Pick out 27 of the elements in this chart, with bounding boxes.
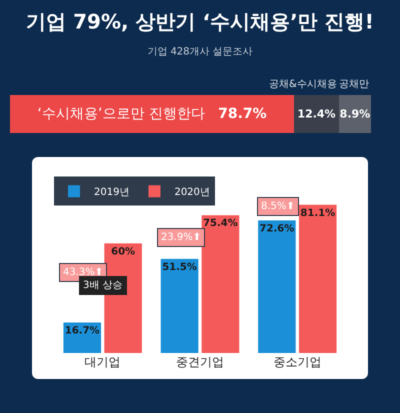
series-label: 공채&수시채용 [269,79,337,90]
data-label: 60% [111,246,136,258]
annotation: 43.3%⬆ [63,267,104,278]
data-label: 75.4% [203,218,238,230]
bar [298,204,337,353]
annotation: 3배 상승 [83,280,123,291]
legend-label: 2019년 [94,187,130,198]
annotation: 23.9%⬆ [161,232,202,243]
data-label: 16.7% [64,325,100,336]
x-tick-label: 중소기업 [273,355,322,369]
data-label: 78.7% [218,106,267,122]
annotation: 8.5%⬆ [261,201,295,212]
data-label: 81.1% [300,208,336,219]
data-label: 12.4% [297,108,336,120]
x-tick-label: 대기업 [84,355,121,369]
x-tick-label: 중견기업 [176,355,224,369]
data-label: 51.5% [162,262,197,273]
bar [160,258,198,353]
bar [202,215,240,353]
bar [258,220,296,353]
chart-subtitle: 기업 428개사 설문조사 [147,46,253,58]
legend-label: 2020년 [174,187,210,198]
series-label: ‘수시채용’으로만 진행한다 [37,106,205,122]
chart-title: 기업 79%, 상반기 ‘수시채용’만 진행! [26,9,374,34]
series-label: 공채만 [339,79,369,90]
data-label: 8.9% [340,108,370,120]
data-label: 72.6% [260,223,294,234]
